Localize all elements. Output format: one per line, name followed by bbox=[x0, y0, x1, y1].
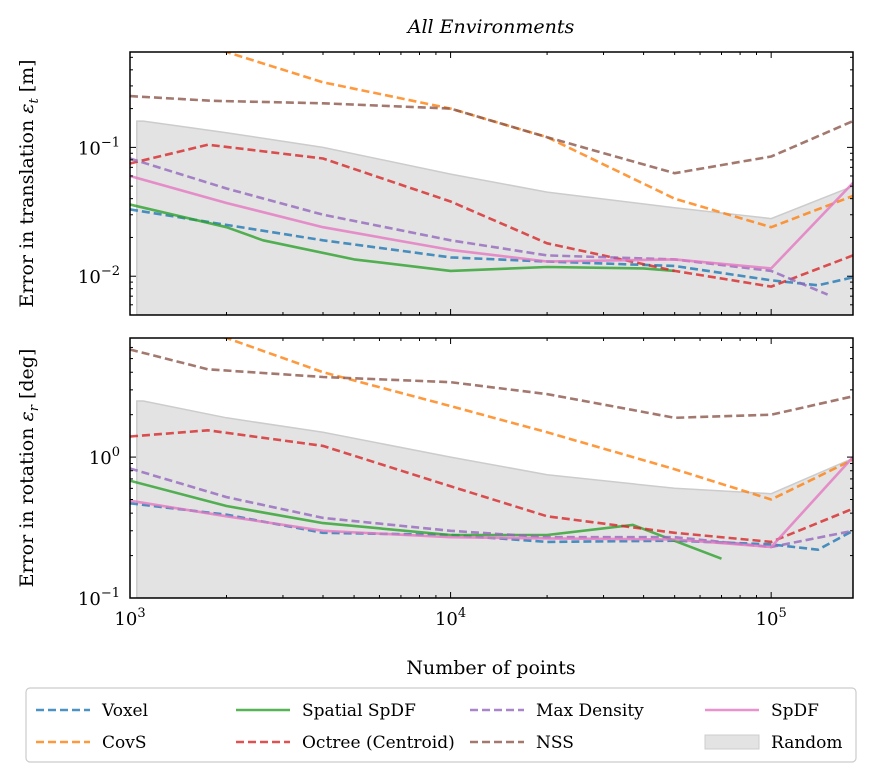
x-tick-label: 105 bbox=[756, 606, 787, 630]
y-axis-label-main: Error in rotation bbox=[16, 421, 38, 587]
y-tick-label-base: 10 bbox=[78, 267, 101, 288]
legend-label: Octree (Centroid) bbox=[302, 733, 455, 753]
x-tick-label-exponent: 3 bbox=[137, 606, 145, 621]
legend-label: Random bbox=[771, 733, 843, 753]
series-spatial-spdf bbox=[130, 479, 722, 560]
y-tick-label-exponent: −2 bbox=[101, 264, 120, 279]
series-spdf bbox=[130, 456, 853, 549]
y-tick-label-base: 10 bbox=[89, 448, 112, 469]
x-tick-label: 104 bbox=[435, 606, 466, 630]
y-axis-label-unit: [m] bbox=[16, 59, 38, 98]
x-tick-label-exponent: 5 bbox=[778, 606, 786, 621]
legend-item: Octree (Centroid) bbox=[236, 733, 455, 753]
legend-item: NSS bbox=[470, 733, 574, 753]
y-tick-label: 10−1 bbox=[78, 135, 120, 159]
y-axis-label: Error in rotation εr [deg] bbox=[16, 349, 42, 588]
legend: Voxel CovS Spatial SpDF Octree (Centroid) Ma… bbox=[25, 687, 857, 763]
legend-label: Spatial SpDF bbox=[302, 701, 416, 721]
series-octree-centroid bbox=[130, 143, 853, 288]
legend-label: SpDF bbox=[771, 701, 819, 721]
x-tick-label: 103 bbox=[114, 606, 145, 630]
y-tick-label: 10−2 bbox=[78, 264, 120, 288]
y-tick-label-base: 10 bbox=[78, 589, 101, 610]
legend-item: SpDF bbox=[705, 701, 819, 721]
x-axis-label: Number of points bbox=[406, 657, 575, 679]
legend-label: Voxel bbox=[101, 701, 148, 721]
y-tick-label: 100 bbox=[89, 445, 120, 469]
y-axis-label-unit: [deg] bbox=[16, 349, 38, 405]
chart-title: All Environments bbox=[406, 16, 575, 38]
legend-frame bbox=[25, 687, 857, 763]
x-tick-label-base: 10 bbox=[114, 609, 137, 630]
series-max-density bbox=[130, 467, 853, 549]
series-octree-centroid bbox=[130, 428, 853, 544]
x-tick-label-exponent: 4 bbox=[458, 606, 466, 621]
panel-2-plot-area bbox=[130, 338, 853, 598]
series-covs bbox=[220, 338, 853, 501]
series-nss bbox=[130, 94, 853, 175]
y-tick-label-base: 10 bbox=[78, 138, 101, 159]
y-ticks bbox=[130, 56, 853, 316]
y-tick-label-exponent: −1 bbox=[101, 135, 120, 150]
x-tick-label-base: 10 bbox=[435, 609, 458, 630]
y-tick-label: 10−1 bbox=[78, 586, 120, 610]
y-axis-label-main: Error in translation bbox=[16, 114, 38, 308]
y-axis-label-sub: t bbox=[27, 98, 42, 104]
series-spdf bbox=[130, 174, 853, 270]
legend-swatch bbox=[704, 734, 760, 750]
legend-label: Max Density bbox=[536, 701, 644, 721]
legend-item: Random bbox=[704, 733, 843, 753]
y-axis-label-symbol: ε bbox=[16, 411, 38, 421]
y-tick-label-exponent: 0 bbox=[112, 445, 120, 460]
series-voxel bbox=[130, 502, 853, 552]
x-ticks bbox=[129, 52, 772, 315]
legend-label: CovS bbox=[102, 733, 147, 753]
y-axis-label-sub: r bbox=[27, 404, 42, 411]
y-axis-label-symbol: ε bbox=[16, 104, 38, 114]
legend-item: CovS bbox=[36, 733, 147, 753]
panel-1-plot-area bbox=[130, 52, 853, 315]
legend-item: Voxel bbox=[36, 701, 148, 721]
series-nss bbox=[130, 348, 853, 420]
x-ticks bbox=[129, 338, 772, 598]
panel-frame bbox=[129, 51, 854, 316]
legend-item: Max Density bbox=[470, 701, 644, 721]
legend-item: Spatial SpDF bbox=[236, 701, 416, 721]
y-ticks bbox=[130, 337, 853, 599]
y-axis-label: Error in translation εt [m] bbox=[16, 59, 42, 307]
y-tick-label-exponent: −1 bbox=[101, 586, 120, 601]
x-tick-label-base: 10 bbox=[756, 609, 779, 630]
series-spatial-spdf bbox=[130, 203, 675, 273]
legend-label: NSS bbox=[536, 733, 574, 753]
panel-frame bbox=[129, 337, 854, 599]
series-max-density bbox=[130, 157, 829, 296]
